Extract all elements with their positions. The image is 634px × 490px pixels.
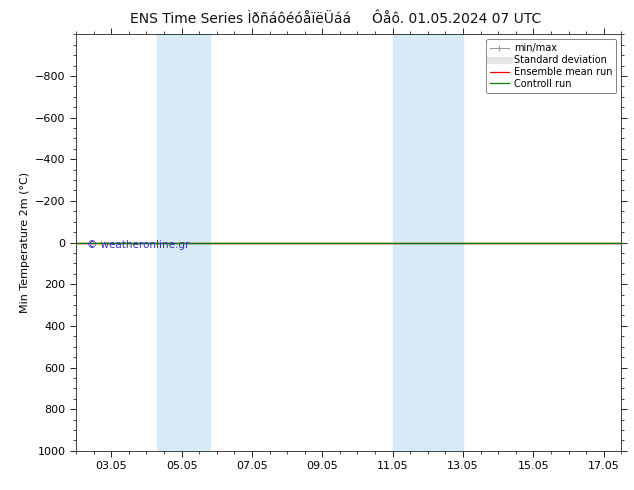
Bar: [392, 34, 463, 451]
Y-axis label: Min Temperature 2m (°C): Min Temperature 2m (°C): [20, 172, 30, 313]
Text: Ôåô. 01.05.2024 07 UTC: Ôåô. 01.05.2024 07 UTC: [372, 12, 541, 26]
Text: © weatheronline.gr: © weatheronline.gr: [87, 241, 190, 250]
Legend: min/max, Standard deviation, Ensemble mean run, Controll run: min/max, Standard deviation, Ensemble me…: [486, 39, 616, 93]
Text: ENS Time Series ÌðñáôéóåïëÜáá: ENS Time Series ÌðñáôéóåïëÜáá: [131, 12, 351, 26]
Bar: [157, 34, 210, 451]
